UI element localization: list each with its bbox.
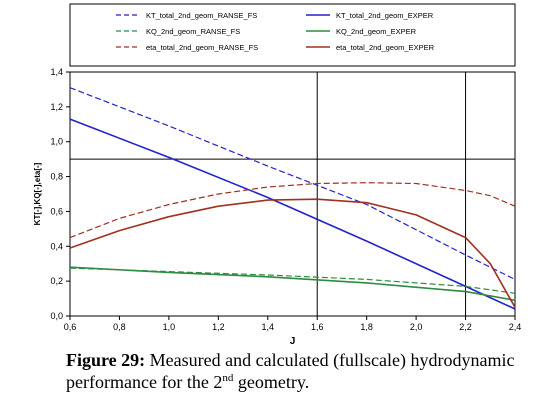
series-line [69, 182, 516, 239]
y-axis-label: KT[-],KQ[-],eta[-] [33, 162, 42, 225]
legend-entry: KT_total_2nd_geom_EXPER [336, 11, 434, 20]
legend-entry: eta_total_2nd_geom_EXPER [336, 43, 435, 52]
x-tick-label: 2,2 [459, 322, 472, 332]
legend-entry: KT_total_2nd_geom_RANSE_FS [146, 11, 257, 20]
legend-entry: eta_total_2nd_geom_RANSE_FS [146, 43, 258, 52]
y-tick-label: 0,6 [50, 206, 63, 216]
series-line [69, 118, 516, 310]
x-tick-label: 0,8 [113, 322, 126, 332]
legend-entry: KQ_2nd_geom_RANSE_FS [146, 27, 240, 36]
x-tick-label: 2,4 [509, 322, 522, 332]
chart: KT_total_2nd_geom_RANSE_FS KT_total_2nd_g… [33, 3, 522, 345]
x-tick-label: 1,4 [262, 322, 275, 332]
series-line [69, 266, 516, 302]
y-tick-label: 1,2 [50, 102, 63, 112]
y-tick-label: 0,4 [50, 241, 63, 251]
y-tick-label: 0,2 [50, 276, 63, 286]
y-tick-label: 1,4 [50, 67, 63, 77]
figure-caption: Figure 29: Measured and calculated (full… [66, 349, 546, 393]
legend-entry: KQ_2nd_geom_EXPER [336, 27, 417, 36]
y-tick-label: 0,8 [50, 172, 63, 182]
x-tick-label: 1,0 [163, 322, 176, 332]
plot-area [69, 71, 516, 317]
x-tick-label: 0,6 [64, 322, 77, 332]
series-line [69, 198, 516, 308]
x-tick-label: 2,0 [410, 322, 423, 332]
x-tick-label: 1,2 [212, 322, 225, 332]
x-tick-label: 1,8 [360, 322, 373, 332]
caption-text: Measured and calculated (fullscale) hydr… [66, 350, 515, 392]
series-line [69, 87, 516, 280]
x-tick-label: 1,6 [311, 322, 324, 332]
x-axis-label: J [290, 336, 296, 345]
y-tick-label: 1,0 [50, 137, 63, 147]
caption-label: Figure 29: [66, 350, 146, 370]
caption-superscript: nd [222, 372, 234, 384]
legend-box [69, 3, 516, 67]
y-tick-label: 0,0 [50, 311, 63, 321]
caption-text-end: geometry. [233, 372, 310, 392]
